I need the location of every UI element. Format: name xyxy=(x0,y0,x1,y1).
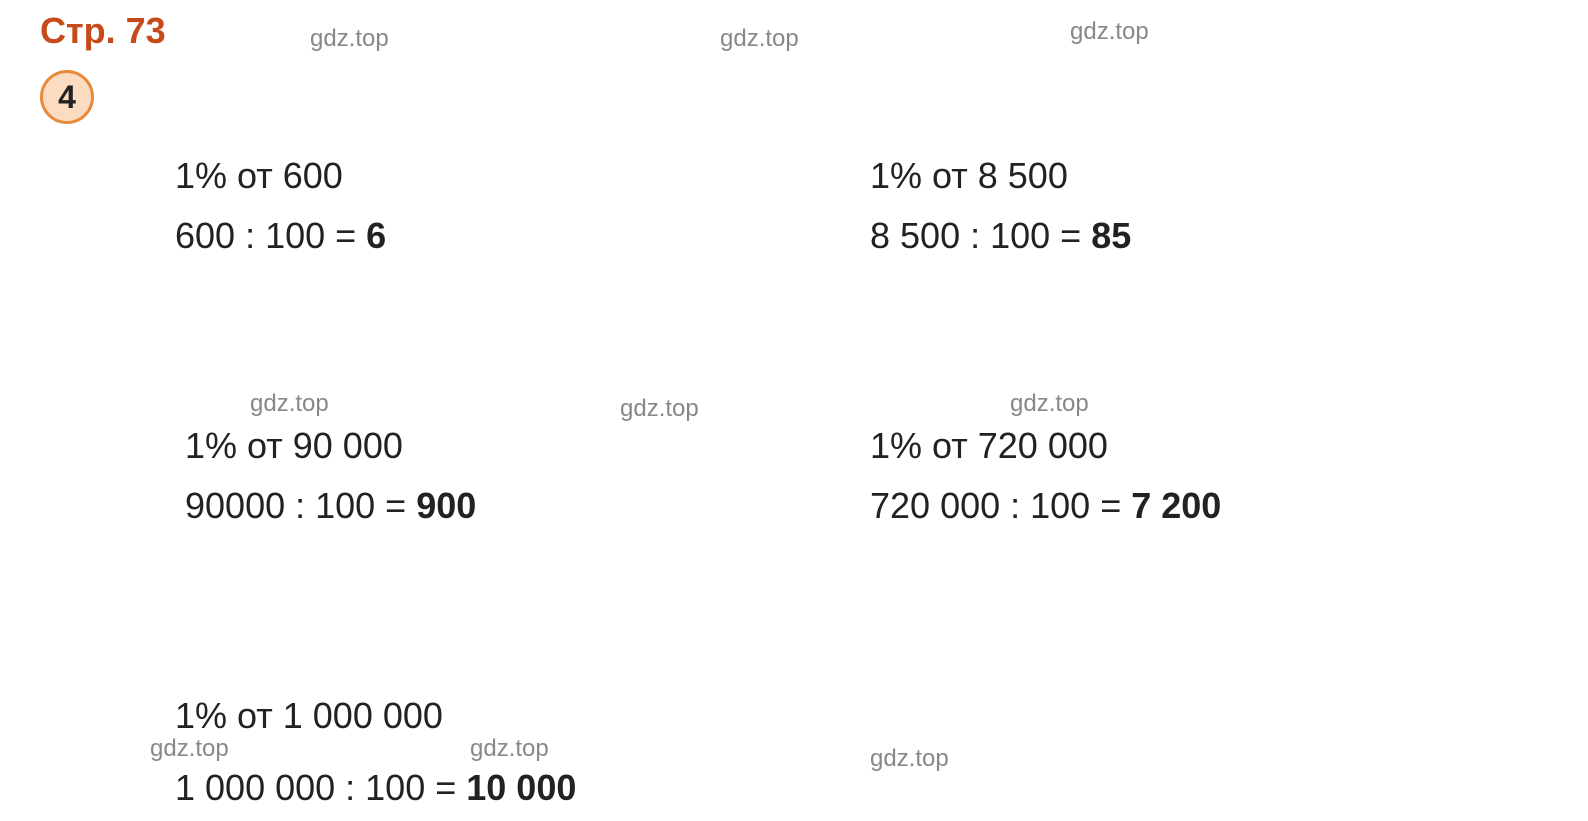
problem-number-text: 4 xyxy=(58,79,76,116)
problem-question: 1% от 720 000 xyxy=(870,425,1221,467)
problem-result: 900 xyxy=(416,485,476,526)
problem-result: 85 xyxy=(1091,215,1131,256)
problem-result: 6 xyxy=(366,215,386,256)
watermark: gdz.top xyxy=(870,745,949,773)
problem-answer: 1 000 000 : 100 = 10 000 xyxy=(175,767,576,809)
problem-calculation: 1 000 000 : 100 = xyxy=(175,767,466,808)
problem-answer: 720 000 : 100 = 7 200 xyxy=(870,485,1221,527)
problem-answer: 90000 : 100 = 900 xyxy=(185,485,476,527)
problem-block: 1% от 1 000 000 1 000 000 : 100 = 10 000 xyxy=(175,695,576,809)
problem-result: 7 200 xyxy=(1131,485,1221,526)
problem-question: 1% от 90 000 xyxy=(185,425,476,467)
problem-question: 1% от 600 xyxy=(175,155,386,197)
watermark: gdz.top xyxy=(1070,18,1149,46)
problem-answer: 8 500 : 100 = 85 xyxy=(870,215,1131,257)
watermark: gdz.top xyxy=(620,395,699,423)
problem-calculation: 90000 : 100 = xyxy=(185,485,416,526)
problem-number-badge: 4 xyxy=(40,70,94,124)
problem-calculation: 8 500 : 100 = xyxy=(870,215,1091,256)
problem-result: 10 000 xyxy=(466,767,576,808)
watermark: gdz.top xyxy=(250,390,329,418)
watermark: gdz.top xyxy=(1010,390,1089,418)
problem-block: 1% от 720 000 720 000 : 100 = 7 200 xyxy=(870,425,1221,527)
problem-block: 1% от 8 500 8 500 : 100 = 85 xyxy=(870,155,1131,257)
problem-question: 1% от 8 500 xyxy=(870,155,1131,197)
page-reference: Стр. 73 xyxy=(40,10,166,52)
problem-question: 1% от 1 000 000 xyxy=(175,695,576,737)
problem-calculation: 600 : 100 = xyxy=(175,215,366,256)
problem-block: 1% от 600 600 : 100 = 6 xyxy=(175,155,386,257)
problem-answer: 600 : 100 = 6 xyxy=(175,215,386,257)
problem-calculation: 720 000 : 100 = xyxy=(870,485,1131,526)
watermark: gdz.top xyxy=(720,25,799,53)
problem-block: 1% от 90 000 90000 : 100 = 900 xyxy=(185,425,476,527)
watermark: gdz.top xyxy=(310,25,389,53)
